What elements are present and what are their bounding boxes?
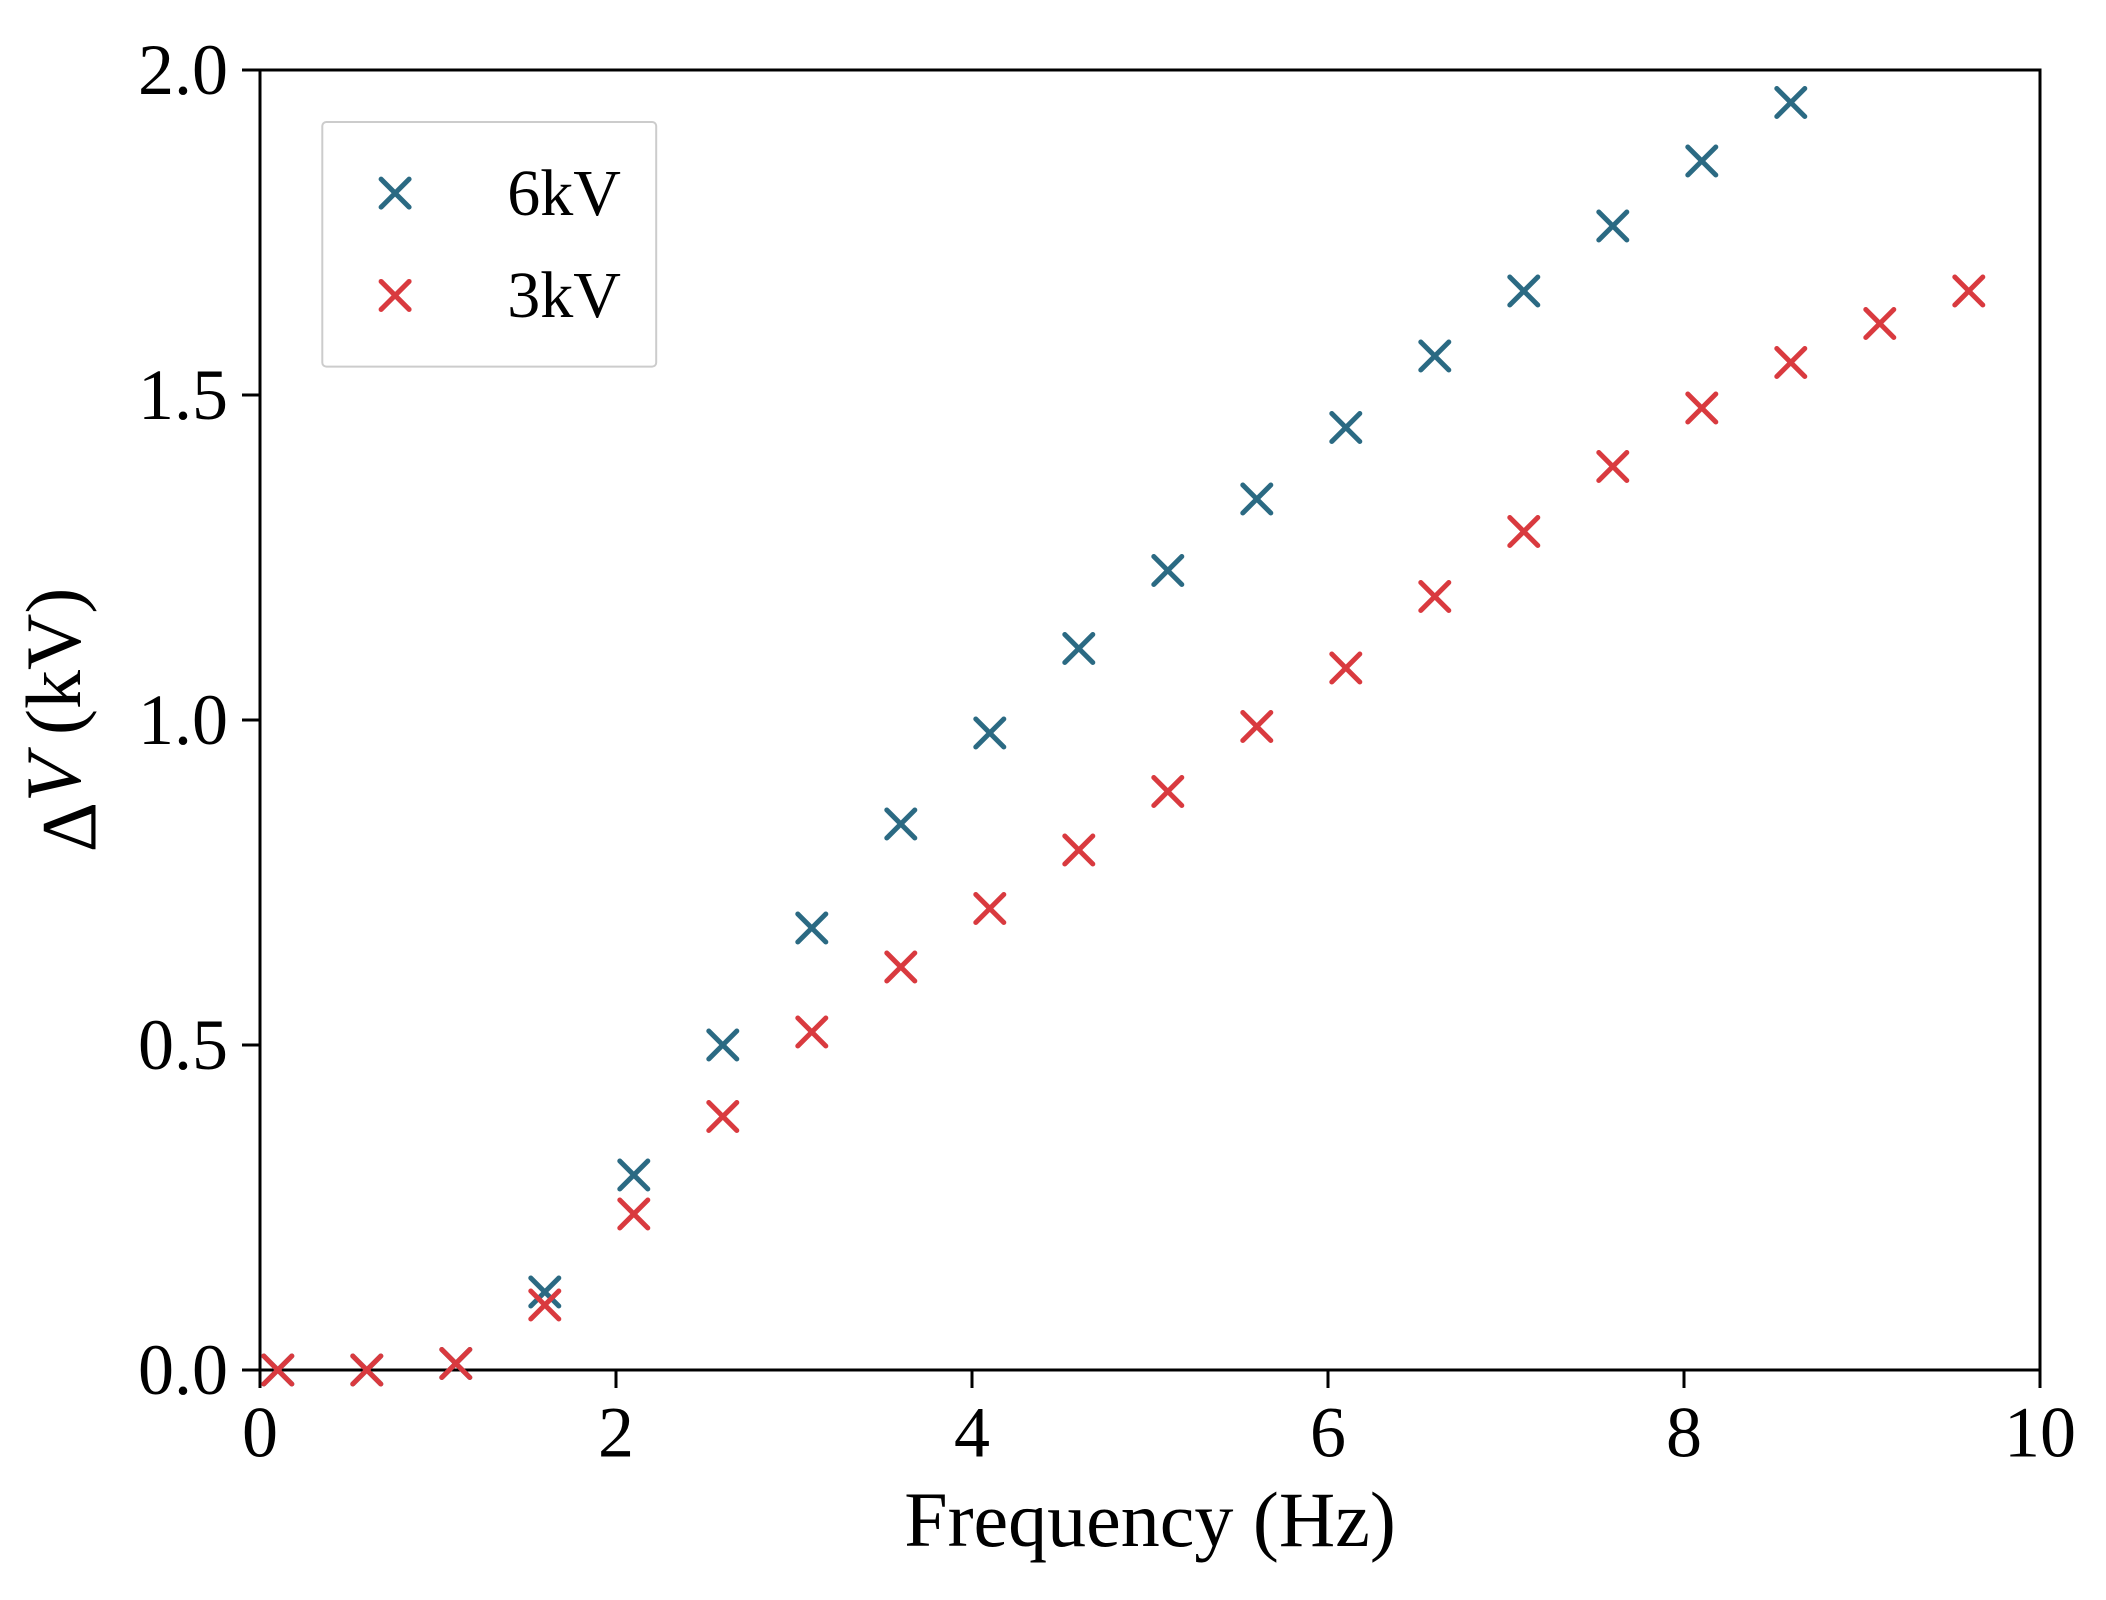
scatter-chart: 0246810Frequency (Hz)0.00.51.01.52.0ΔV (… — [0, 0, 2106, 1600]
chart-container: { "chart": { "type": "scatter", "width_p… — [0, 0, 2106, 1600]
x-tick-label: 6 — [1310, 1392, 1346, 1472]
legend: 6kV3kV — [322, 122, 656, 367]
x-axis-label: Frequency (Hz) — [904, 1476, 1396, 1563]
chart-background — [0, 0, 2106, 1600]
legend-label: 6kV — [507, 157, 621, 230]
x-tick-label: 0 — [242, 1392, 278, 1472]
y-tick-label: 1.0 — [138, 680, 228, 760]
legend-label: 3kV — [507, 259, 621, 332]
y-tick-label: 1.5 — [138, 355, 228, 435]
y-tick-label: 2.0 — [138, 30, 228, 110]
y-tick-label: 0.5 — [138, 1005, 228, 1085]
x-tick-label: 4 — [954, 1392, 990, 1472]
y-tick-label: 0.0 — [138, 1330, 228, 1410]
x-tick-label: 8 — [1666, 1392, 1702, 1472]
x-tick-label: 2 — [598, 1392, 634, 1472]
x-tick-label: 10 — [2004, 1392, 2076, 1472]
